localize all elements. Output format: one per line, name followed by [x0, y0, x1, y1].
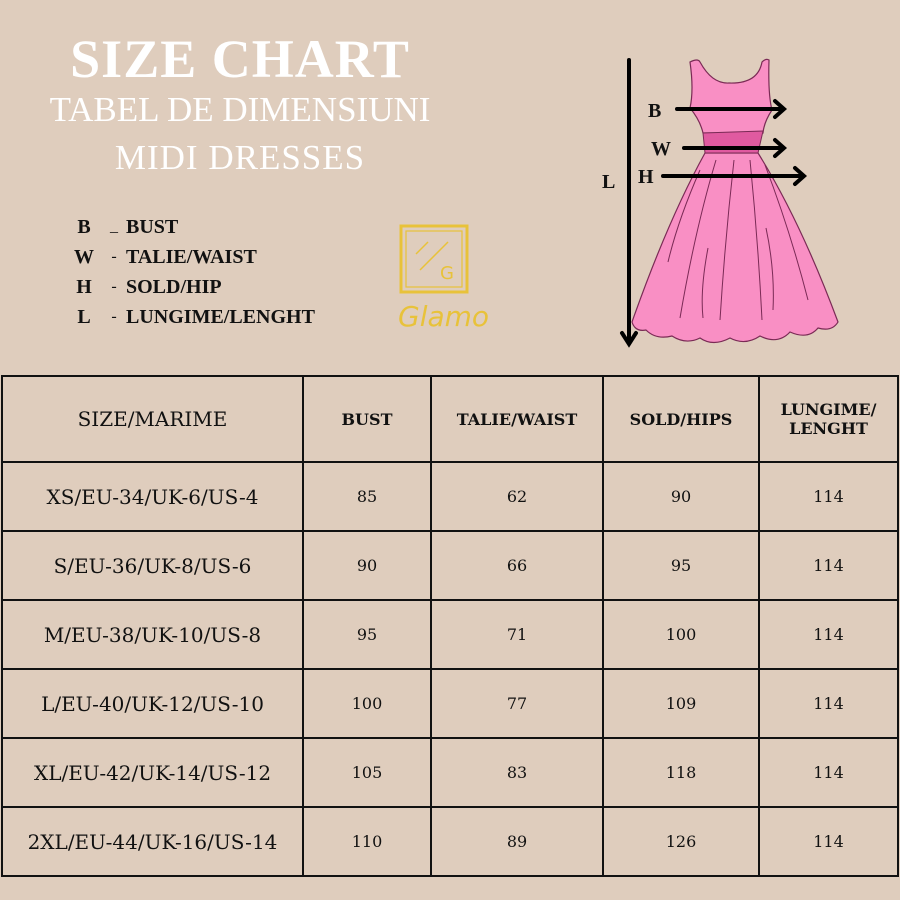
- table-header-row: SIZE/MARIME BUST TALIE/WAIST SOLD/HIPS L…: [1, 375, 899, 463]
- dress-bodice: [689, 58, 773, 134]
- table-cell: 90: [602, 461, 760, 532]
- legend-sep: _: [110, 218, 118, 235]
- table-cell: M/EU-38/UK-10/US-8: [1, 599, 304, 670]
- table-cell: 77: [430, 668, 604, 739]
- column-header: SOLD/HIPS: [602, 375, 760, 463]
- column-header: LUNGIME/ LENGHT: [758, 375, 899, 463]
- legend-item: B _ BUST: [66, 212, 315, 242]
- column-header: BUST: [302, 375, 432, 463]
- logo-text: Glamo: [398, 300, 490, 333]
- table-cell: 105: [302, 737, 432, 808]
- legend-item: L - LUNGIME/LENGHT: [66, 302, 315, 332]
- table-cell: 114: [758, 737, 899, 808]
- table-row: 2XL/EU-44/UK-16/US-14 110 89 126 114: [1, 806, 899, 877]
- measurement-legend: B _ BUST W - TALIE/WAIST H - SOLD/HIP L - LUNGIM…: [66, 212, 315, 332]
- table-cell: XL/EU-42/UK-14/US-12: [1, 737, 304, 808]
- table-row: XS/EU-34/UK-6/US-4 85 62 90 114: [1, 461, 899, 532]
- table-cell: 114: [758, 461, 899, 532]
- legend-item: W - TALIE/WAIST: [66, 242, 315, 272]
- table-cell: 100: [602, 599, 760, 670]
- legend-item: H - SOLD/HIP: [66, 272, 315, 302]
- table-cell: 110: [302, 806, 432, 877]
- bust-label: B: [648, 100, 661, 122]
- table-cell: 2XL/EU-44/UK-16/US-14: [1, 806, 304, 877]
- table-row: S/EU-36/UK-8/US-6 90 66 95 114: [1, 530, 899, 601]
- table-cell: 90: [302, 530, 432, 601]
- table-cell: 114: [758, 806, 899, 877]
- table-cell: 85: [302, 461, 432, 532]
- table-cell: XS/EU-34/UK-6/US-4: [1, 461, 304, 532]
- table-cell: 114: [758, 530, 899, 601]
- legend-key: H: [76, 275, 92, 298]
- legend-key: L: [77, 305, 91, 328]
- table-cell: 95: [602, 530, 760, 601]
- table-row: XL/EU-42/UK-14/US-12 105 83 118 114: [1, 737, 899, 808]
- legend-label: TALIE/WAIST: [126, 245, 257, 268]
- table-cell: 95: [302, 599, 432, 670]
- legend-sep: -: [111, 248, 117, 265]
- svg-text:G: G: [440, 263, 454, 284]
- legend-label: LUNGIME/LENGHT: [126, 305, 315, 328]
- legend-key: B: [77, 215, 91, 238]
- legend-label: BUST: [126, 215, 179, 238]
- legend-sep: -: [111, 308, 117, 325]
- column-header: SIZE/MARIME: [1, 375, 304, 463]
- table-row: M/EU-38/UK-10/US-8 95 71 100 114: [1, 599, 899, 670]
- legend-label: SOLD/HIP: [126, 275, 222, 298]
- table-cell: 62: [430, 461, 604, 532]
- table-cell: S/EU-36/UK-8/US-6: [1, 530, 304, 601]
- dress-measurement-diagram: B W H L: [602, 58, 839, 348]
- hip-label: H: [638, 166, 654, 188]
- table-cell: 114: [758, 599, 899, 670]
- table-cell: L/EU-40/UK-12/US-10: [1, 668, 304, 739]
- column-header: TALIE/WAIST: [430, 375, 604, 463]
- dress-skirt: [631, 152, 839, 344]
- table-cell: 83: [430, 737, 604, 808]
- table-cell: 71: [430, 599, 604, 670]
- table-cell: 109: [602, 668, 760, 739]
- size-table: SIZE/MARIME BUST TALIE/WAIST SOLD/HIPS L…: [1, 375, 899, 877]
- legend-sep: -: [111, 278, 117, 295]
- page-title: SIZE CHART: [70, 29, 410, 89]
- table-cell: 126: [602, 806, 760, 877]
- table-cell: 100: [302, 668, 432, 739]
- logo-mark-icon: G: [399, 224, 469, 294]
- length-label: L: [602, 171, 615, 193]
- category-title: MIDI DRESSES: [114, 138, 366, 177]
- waist-label: W: [651, 138, 671, 160]
- page-subtitle: TABEL DE DIMENSIUNI: [49, 90, 431, 129]
- table-cell: 66: [430, 530, 604, 601]
- table-cell: 89: [430, 806, 604, 877]
- table-row: L/EU-40/UK-12/US-10 100 77 109 114: [1, 668, 899, 739]
- table-cell: 114: [758, 668, 899, 739]
- legend-key: W: [74, 245, 94, 268]
- table-cell: 118: [602, 737, 760, 808]
